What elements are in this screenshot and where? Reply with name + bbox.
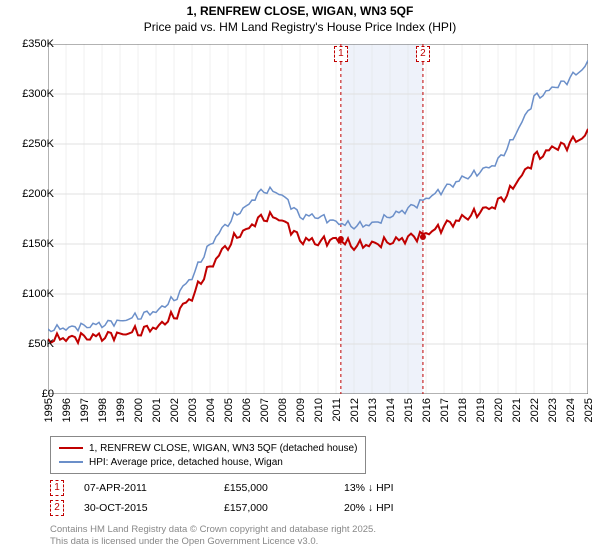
title-subtitle: Price paid vs. HM Land Registry's House …	[0, 20, 600, 34]
y-tick-label: £350K	[22, 38, 54, 50]
x-tick-label: 1999	[115, 398, 127, 422]
sale-marker: 2	[416, 46, 430, 62]
x-tick-label: 2011	[331, 398, 343, 422]
copyright: Contains HM Land Registry data © Crown c…	[50, 524, 376, 548]
sales-table: 1 07-APR-2011£155,00013% ↓ HPI 2 30-OCT-201…	[50, 478, 464, 518]
x-tick-label: 2020	[493, 398, 505, 422]
x-tick-label: 2013	[367, 398, 379, 422]
x-tick-label: 2010	[313, 398, 325, 422]
chart-area	[48, 44, 588, 394]
y-tick-label: £200K	[22, 188, 54, 200]
x-tick-label: 1998	[97, 398, 109, 422]
sale-row: 1 07-APR-2011£155,00013% ↓ HPI	[50, 478, 464, 498]
x-tick-label: 2016	[421, 398, 433, 422]
sale-marker: 2	[50, 500, 64, 516]
title-address: 1, RENFREW CLOSE, WIGAN, WN3 5QF	[0, 4, 600, 18]
sale-price: £155,000	[224, 482, 344, 494]
x-tick-label: 1997	[79, 398, 91, 422]
x-tick-label: 2000	[133, 398, 145, 422]
x-tick-label: 2002	[169, 398, 181, 422]
x-tick-label: 1996	[61, 398, 73, 422]
x-tick-label: 1995	[43, 398, 55, 422]
y-tick-label: £100K	[22, 288, 54, 300]
x-tick-label: 2021	[511, 398, 523, 422]
line-chart-svg	[48, 44, 588, 394]
legend-item: 1, RENFREW CLOSE, WIGAN, WN3 5QF (detach…	[59, 441, 357, 455]
copyright-line2: This data is licensed under the Open Gov…	[50, 536, 376, 548]
x-tick-label: 2023	[547, 398, 559, 422]
sale-pct: 13% ↓ HPI	[344, 482, 464, 494]
y-tick-label: £300K	[22, 88, 54, 100]
x-tick-label: 2014	[385, 398, 397, 422]
x-tick-label: 2009	[295, 398, 307, 422]
x-tick-label: 2001	[151, 398, 163, 422]
legend-label: HPI: Average price, detached house, Wiga…	[89, 457, 283, 468]
x-tick-label: 2018	[457, 398, 469, 422]
x-tick-label: 2012	[349, 398, 361, 422]
x-tick-label: 2003	[187, 398, 199, 422]
sale-date: 07-APR-2011	[84, 482, 224, 494]
x-tick-label: 2024	[565, 398, 577, 422]
x-tick-label: 2019	[475, 398, 487, 422]
y-tick-label: £50K	[28, 338, 54, 350]
x-tick-label: 2007	[259, 398, 271, 422]
sale-marker: 1	[334, 46, 348, 62]
copyright-line1: Contains HM Land Registry data © Crown c…	[50, 524, 376, 536]
x-tick-label: 2025	[583, 398, 595, 422]
chart-title-block: 1, RENFREW CLOSE, WIGAN, WN3 5QF Price p…	[0, 0, 600, 34]
x-tick-label: 2017	[439, 398, 451, 422]
x-tick-label: 2022	[529, 398, 541, 422]
x-tick-label: 2004	[205, 398, 217, 422]
x-tick-label: 2008	[277, 398, 289, 422]
y-tick-label: £250K	[22, 138, 54, 150]
x-tick-label: 2006	[241, 398, 253, 422]
sale-date: 30-OCT-2015	[84, 502, 224, 514]
x-tick-label: 2005	[223, 398, 235, 422]
legend-item: HPI: Average price, detached house, Wiga…	[59, 455, 357, 469]
legend: 1, RENFREW CLOSE, WIGAN, WN3 5QF (detach…	[50, 436, 366, 474]
legend-label: 1, RENFREW CLOSE, WIGAN, WN3 5QF (detach…	[89, 443, 357, 454]
sale-marker: 1	[50, 480, 64, 496]
sale-price: £157,000	[224, 502, 344, 514]
y-tick-label: £150K	[22, 238, 54, 250]
x-tick-label: 2015	[403, 398, 415, 422]
sale-row: 2 30-OCT-2015£157,00020% ↓ HPI	[50, 498, 464, 518]
sale-pct: 20% ↓ HPI	[344, 502, 464, 514]
